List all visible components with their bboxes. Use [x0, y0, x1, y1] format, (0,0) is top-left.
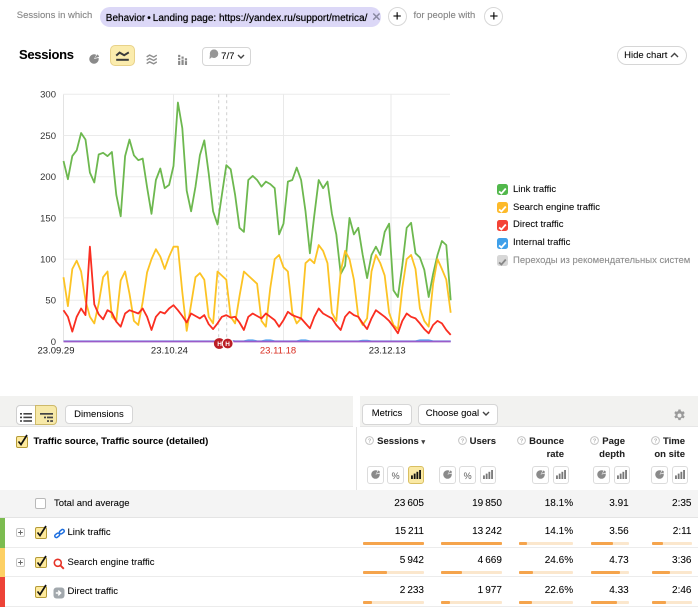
svg-text:150: 150 [40, 213, 56, 224]
svg-text:H: H [225, 341, 230, 348]
svg-text:?: ? [460, 439, 464, 445]
svg-text:100: 100 [40, 255, 56, 266]
svg-text:23.10.24: 23.10.24 [151, 346, 188, 357]
svg-text:?: ? [368, 439, 372, 445]
svg-text:23.09.29: 23.09.29 [38, 346, 75, 357]
svg-text:?: ? [520, 439, 524, 445]
svg-text:0: 0 [51, 337, 56, 348]
svg-text:H: H [217, 341, 222, 348]
svg-text:300: 300 [40, 90, 56, 101]
svg-text:200: 200 [40, 172, 56, 183]
svg-text:23.12.13: 23.12.13 [369, 346, 406, 357]
svg-text:?: ? [654, 439, 658, 445]
svg-text:23.11.18: 23.11.18 [260, 346, 296, 357]
svg-text:50: 50 [45, 296, 56, 307]
svg-text:250: 250 [40, 131, 56, 142]
svg-text:?: ? [593, 439, 597, 445]
